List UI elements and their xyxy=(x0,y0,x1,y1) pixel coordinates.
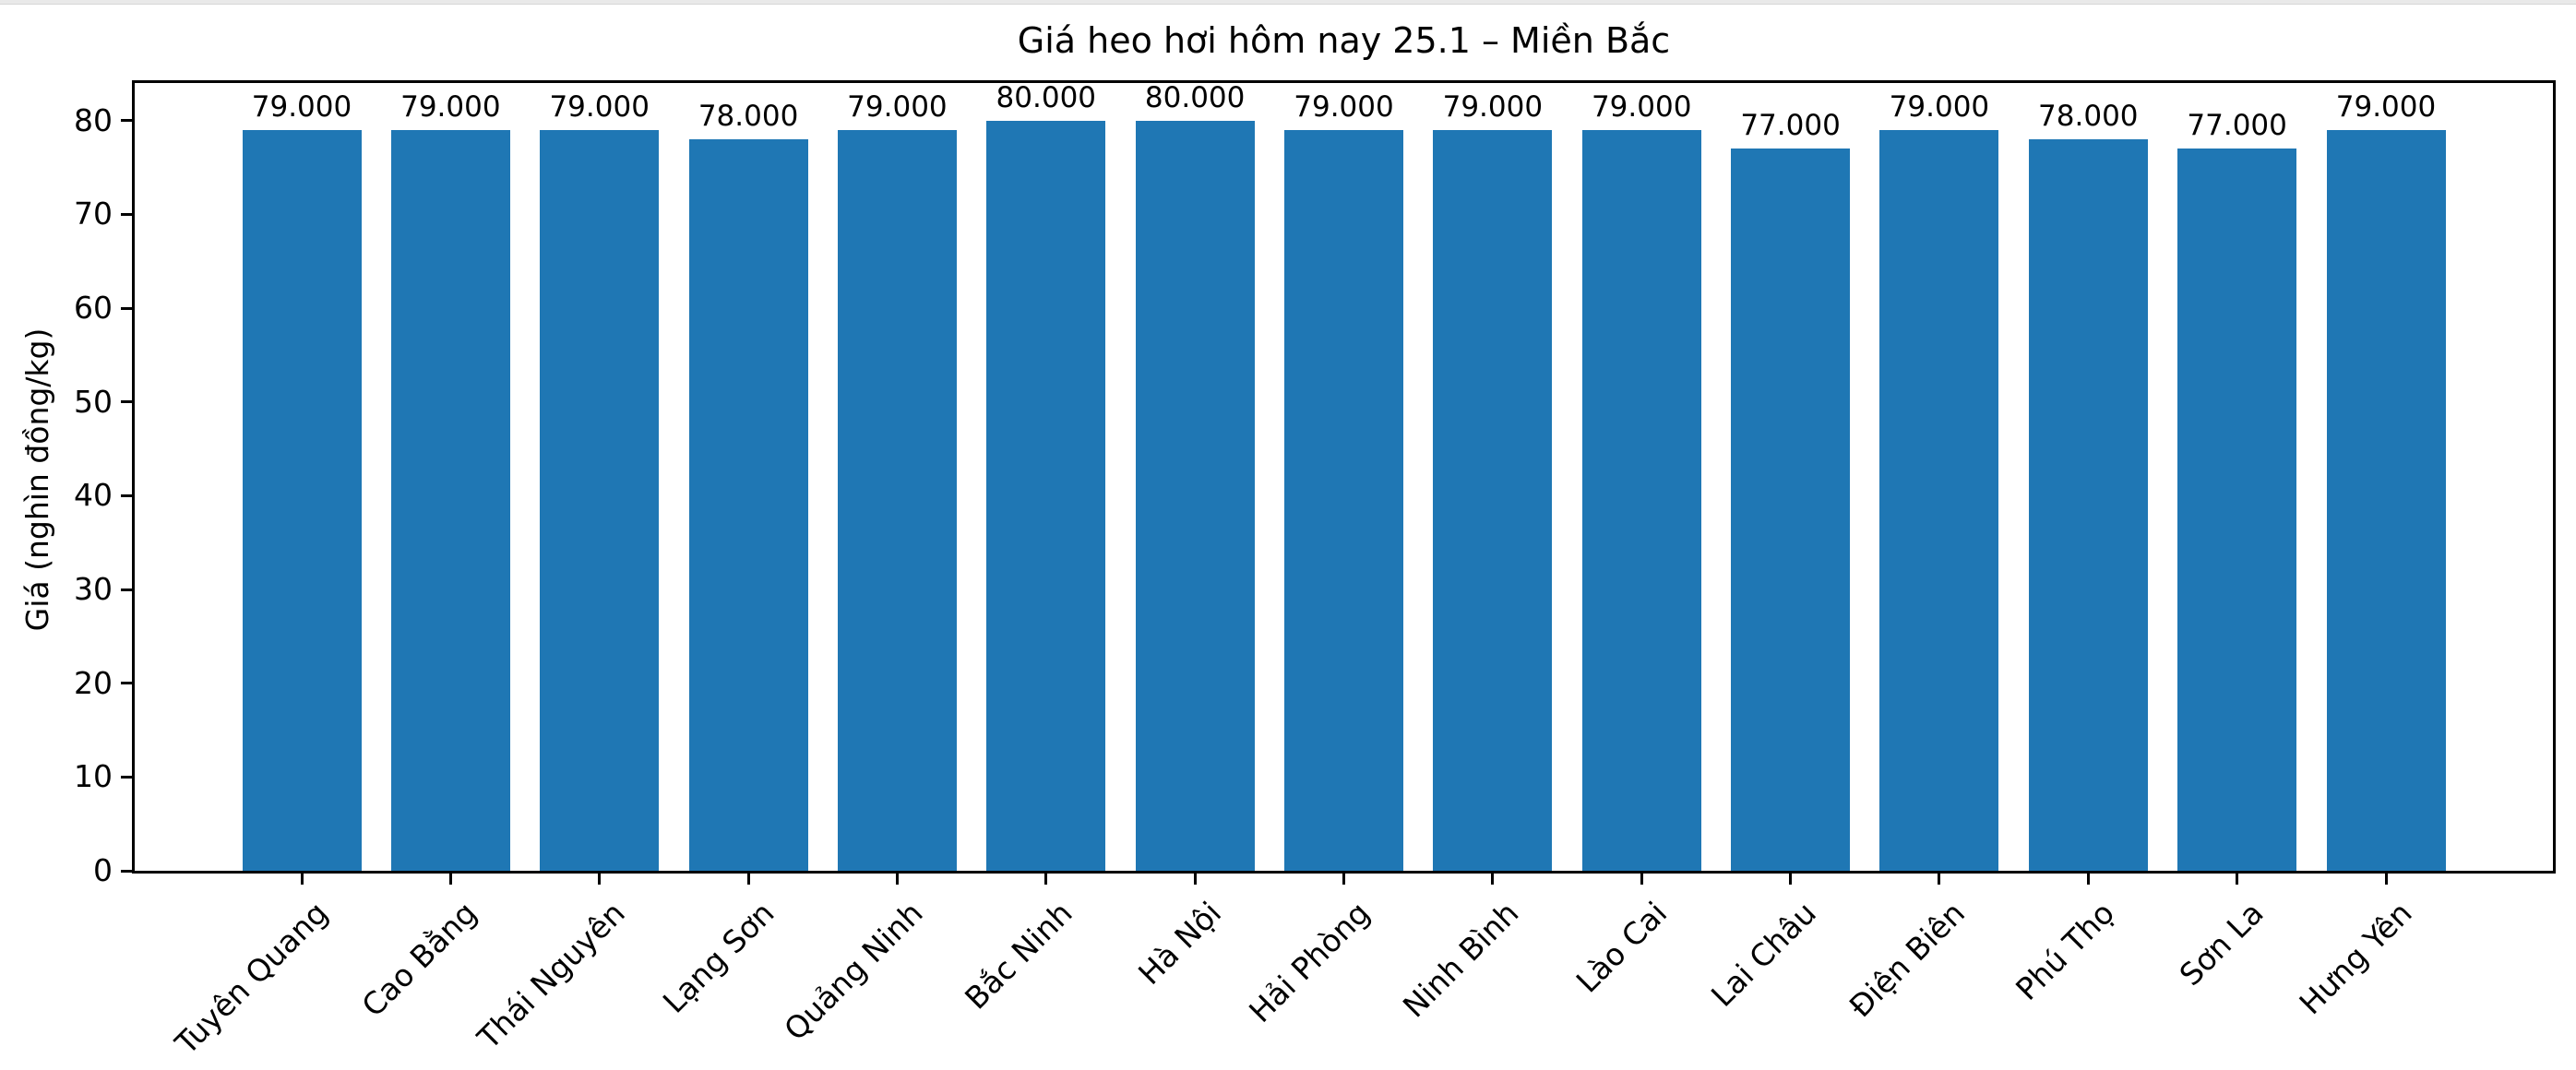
x-tick-mark xyxy=(895,874,899,885)
bar-value-label: 79.000 xyxy=(1889,89,1990,124)
x-tick-label: Hải Phòng xyxy=(1242,895,1377,1030)
bar-value-label: 79.000 xyxy=(847,89,948,124)
y-tick-mark xyxy=(121,400,132,404)
x-tick-label: Phú Thọ xyxy=(2008,895,2121,1007)
x-tick-label: Sơn La xyxy=(2172,895,2271,993)
x-tick-mark xyxy=(1044,874,1048,885)
y-tick-label: 10 xyxy=(74,758,113,795)
y-tick-mark xyxy=(121,588,132,591)
x-tick-label: Hưng Yên xyxy=(2292,895,2419,1022)
y-tick-label: 80 xyxy=(74,101,113,138)
bar xyxy=(1433,129,1553,871)
x-tick-label: Thái Nguyên xyxy=(471,895,633,1056)
x-tick-mark xyxy=(746,874,750,885)
x-tick-label: Quảng Ninh xyxy=(777,895,931,1048)
bar xyxy=(2028,139,2148,871)
x-tick-mark xyxy=(1193,874,1197,885)
x-tick-mark xyxy=(1789,874,1793,885)
bar-value-label: 79.000 xyxy=(1591,89,1692,124)
x-tick-mark xyxy=(300,874,304,885)
x-tick-mark xyxy=(2086,874,2090,885)
bar xyxy=(1135,120,1255,871)
x-tick-label: Ninh Bình xyxy=(1395,895,1526,1025)
y-tick-mark xyxy=(121,306,132,310)
bar xyxy=(2326,129,2446,871)
x-tick-mark xyxy=(2384,874,2388,885)
x-tick-mark xyxy=(448,874,452,885)
y-tick-label: 40 xyxy=(74,477,113,514)
y-tick-mark xyxy=(121,869,132,873)
bar xyxy=(1731,149,1851,871)
x-tick-label: Cao Bằng xyxy=(354,895,483,1024)
window-top-edge xyxy=(0,0,2576,5)
x-tick-mark xyxy=(1938,874,1941,885)
x-tick-label: Tuyên Quang xyxy=(168,895,335,1062)
x-tick-label: Hà Nội xyxy=(1130,895,1228,993)
bar-value-label: 79.000 xyxy=(400,89,501,124)
chart-title: Giá heo hơi hôm nay 25.1 – Miền Bắc xyxy=(1017,20,1671,61)
y-tick-mark xyxy=(121,682,132,685)
bar-value-label: 79.000 xyxy=(251,89,352,124)
y-tick-mark xyxy=(121,493,132,497)
y-tick-mark xyxy=(121,119,132,123)
bar-value-label: 79.000 xyxy=(1294,89,1394,124)
bar-value-label: 78.000 xyxy=(2038,100,2139,133)
y-tick-label: 0 xyxy=(93,852,113,888)
y-tick-label: 20 xyxy=(74,664,113,701)
bar xyxy=(390,129,510,871)
bar xyxy=(540,129,660,871)
y-tick-label: 60 xyxy=(74,290,113,326)
bar xyxy=(688,139,808,871)
bar-value-label: 79.000 xyxy=(1442,89,1544,124)
x-tick-mark xyxy=(1640,874,1643,885)
bar xyxy=(2177,149,2297,871)
bar xyxy=(1284,129,1403,871)
x-tick-label: Bắc Ninh xyxy=(957,895,1079,1016)
bar-value-label: 80.000 xyxy=(996,80,1097,114)
bar-value-label: 80.000 xyxy=(1144,80,1246,114)
bar-value-label: 78.000 xyxy=(698,100,799,133)
bar xyxy=(986,120,1106,871)
x-tick-mark xyxy=(1491,874,1495,885)
x-tick-mark xyxy=(598,874,602,885)
bar-value-label: 79.000 xyxy=(2335,89,2437,124)
bar xyxy=(1879,129,1999,871)
y-tick-mark xyxy=(121,775,132,779)
y-tick-label: 30 xyxy=(74,571,113,607)
y-tick-mark xyxy=(121,212,132,216)
y-tick-label: 70 xyxy=(74,196,113,232)
x-tick-mark xyxy=(1342,874,1345,885)
x-tick-label: Lai Châu xyxy=(1704,895,1824,1014)
bar-value-label: 77.000 xyxy=(2187,109,2287,143)
x-tick-mark xyxy=(2236,874,2239,885)
bar xyxy=(1581,129,1701,871)
bar xyxy=(837,129,957,871)
y-tick-label: 50 xyxy=(74,383,113,420)
x-tick-label: Điện Biên xyxy=(1843,895,1973,1025)
x-tick-label: Lạng Sơn xyxy=(655,895,781,1020)
bar-value-label: 79.000 xyxy=(549,89,650,124)
x-tick-label: Lào Cai xyxy=(1569,895,1675,1000)
bar xyxy=(242,129,362,871)
bar-value-label: 77.000 xyxy=(1740,109,1841,143)
